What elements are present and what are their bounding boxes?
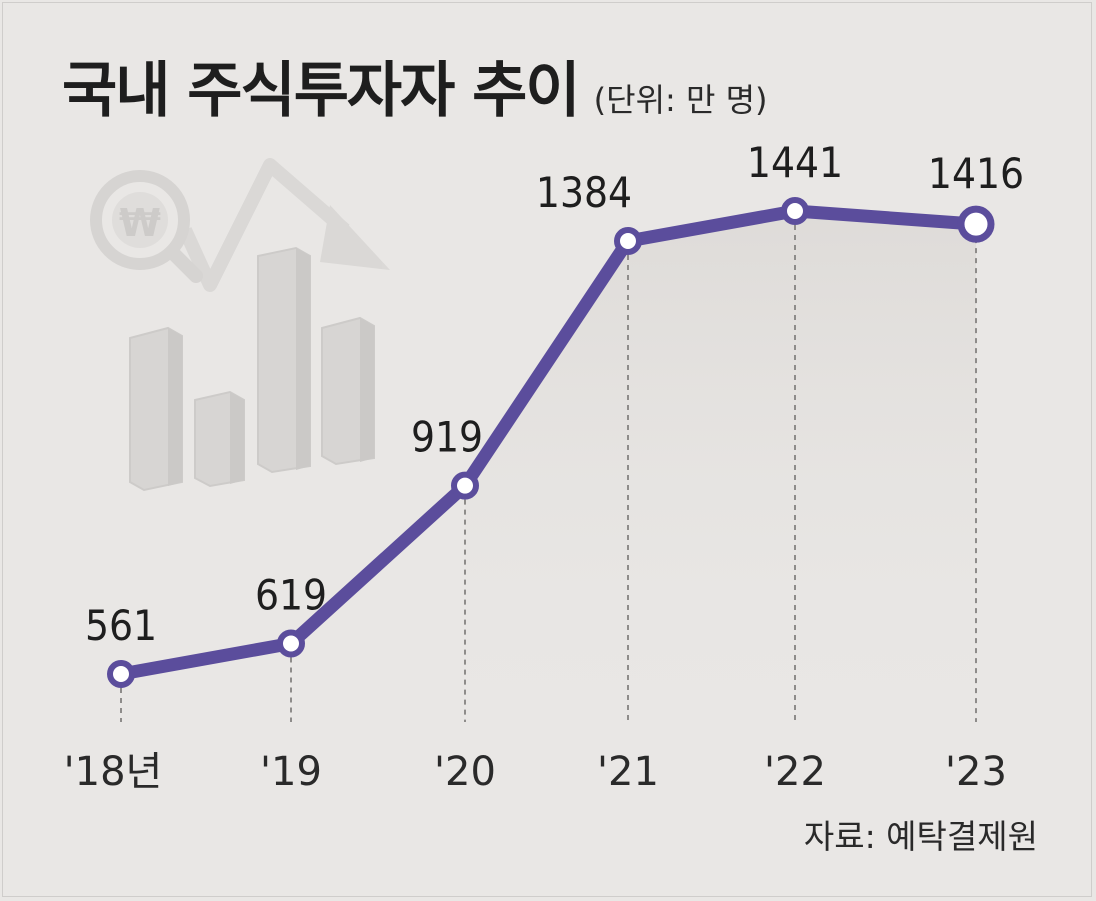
svg-text:₩: ₩: [119, 201, 161, 245]
data-point-marker: [957, 205, 995, 243]
data-point-marker: [277, 629, 305, 658]
data-label: 1384: [536, 168, 632, 217]
x-tick-label: '19: [260, 749, 322, 795]
x-tick-label: '22: [764, 749, 826, 795]
area-fill: [465, 211, 976, 722]
x-tick-label: '20: [434, 749, 496, 795]
source-note: 자료: 예탁결제원: [803, 817, 1038, 856]
data-point-marker: [781, 197, 809, 225]
data-point-marker: [107, 660, 135, 688]
title-row: 국내 주식투자자 추이 (단위: 만 명): [62, 42, 768, 152]
x-tick-labels: '18년 '19 '20 '21 '22 '23: [64, 749, 1007, 795]
data-label: 1416: [928, 149, 1024, 198]
guide-lines: [120, 225, 977, 722]
series-line: [114, 204, 983, 681]
data-label: 561: [85, 601, 157, 650]
data-point-marker: [451, 471, 479, 500]
stock-chart-illustration-icon: ₩: [90, 158, 390, 492]
x-tick-label: '18년: [64, 749, 163, 795]
x-tick-label: '21: [597, 749, 659, 795]
data-label: 1441: [747, 138, 843, 187]
value-labels: 561 619 919 1384 1441 1416: [85, 138, 1024, 650]
unit-label: (단위: 만 명): [593, 81, 768, 119]
x-tick-label: '23: [945, 749, 1007, 795]
chart-title: 국내 주식투자자 추이: [62, 56, 581, 126]
data-label: 619: [255, 570, 327, 619]
markers: [107, 197, 995, 688]
data-label: 919: [411, 413, 483, 462]
data-point-marker: [614, 226, 642, 255]
